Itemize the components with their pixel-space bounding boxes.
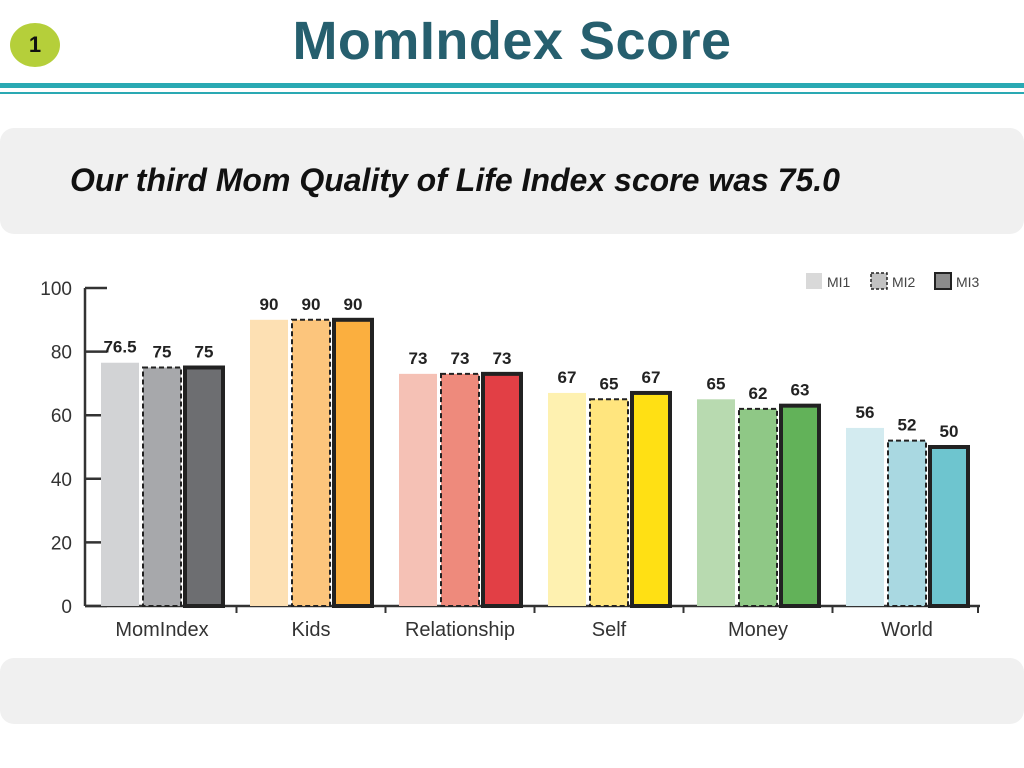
bar-mi2-kids bbox=[291, 318, 331, 608]
data-label: 65 bbox=[600, 374, 619, 393]
data-label: 90 bbox=[344, 295, 363, 314]
title-rule-thin bbox=[0, 92, 1024, 94]
subtitle-band bbox=[0, 128, 1024, 234]
data-label: 65 bbox=[707, 374, 726, 393]
bar-mi2-momindex bbox=[142, 366, 182, 607]
data-label: 76.5 bbox=[103, 338, 136, 357]
data-label: 67 bbox=[642, 368, 661, 387]
legend-swatch-mi3 bbox=[934, 272, 952, 290]
bar-mi1-relationship bbox=[399, 373, 437, 606]
bar-chart: 0 20 40 60 80 100 76.5 75 75 MomIndex 90 90 90 Kids 73… bbox=[40, 272, 980, 641]
bar-mi1-money bbox=[697, 399, 735, 606]
bar-mi3-self bbox=[630, 390, 672, 608]
bar-mi2-world bbox=[887, 439, 927, 607]
bar-mi1-world bbox=[846, 427, 884, 606]
legend-swatch-mi2 bbox=[870, 272, 888, 290]
data-label: 75 bbox=[153, 343, 172, 362]
footer-band bbox=[0, 658, 1024, 724]
data-label: 73 bbox=[493, 349, 512, 368]
data-label: 90 bbox=[260, 295, 279, 314]
y-tick-label: 20 bbox=[51, 533, 72, 554]
y-tick-label: 0 bbox=[61, 597, 72, 618]
bar-mi3-money bbox=[779, 403, 821, 608]
x-tick-label: MomIndex bbox=[115, 619, 208, 641]
bar-mi2-relationship bbox=[440, 372, 480, 607]
y-tick-label: 100 bbox=[40, 279, 72, 300]
data-label: 67 bbox=[558, 368, 577, 387]
bar-mi2-money bbox=[738, 407, 778, 607]
slide-title: MomIndex Score bbox=[292, 11, 732, 71]
data-label: 52 bbox=[898, 416, 917, 435]
bar-mi3-kids bbox=[332, 317, 374, 609]
bar-mi3-world bbox=[928, 445, 970, 608]
bar-mi2-self bbox=[589, 398, 629, 607]
bar-mi1-kids bbox=[250, 319, 288, 606]
x-tick-label: Money bbox=[728, 619, 788, 641]
x-tick-label: World bbox=[881, 619, 933, 641]
data-label: 62 bbox=[749, 384, 768, 403]
data-label: 73 bbox=[409, 349, 428, 368]
data-label: 75 bbox=[195, 343, 214, 362]
y-tick-label: 60 bbox=[51, 406, 72, 427]
x-tick-label: Relationship bbox=[405, 619, 515, 641]
y-tick-label: 80 bbox=[51, 343, 72, 364]
legend-label-mi1: MI1 bbox=[827, 274, 851, 290]
bar-mi3-momindex bbox=[183, 365, 225, 608]
data-label: 90 bbox=[302, 295, 321, 314]
data-label: 73 bbox=[451, 349, 470, 368]
slide-subtitle: Our third Mom Quality of Life Index scor… bbox=[70, 162, 840, 198]
legend-swatch-mi1 bbox=[806, 273, 822, 289]
x-tick-label: Self bbox=[592, 619, 627, 641]
bar-mi1-self bbox=[548, 392, 586, 606]
data-label: 56 bbox=[856, 403, 875, 422]
bar-mi3-relationship bbox=[481, 371, 523, 608]
data-label: 50 bbox=[940, 422, 959, 441]
slide-number-badge: 1 bbox=[10, 23, 60, 67]
x-tick-label: Kids bbox=[292, 619, 331, 641]
data-label: 63 bbox=[791, 381, 810, 400]
y-tick-label: 40 bbox=[51, 470, 72, 491]
title-rule-thick bbox=[0, 83, 1024, 88]
bar-mi1-momindex bbox=[101, 362, 139, 606]
legend-label-mi2: MI2 bbox=[892, 274, 916, 290]
legend-label-mi3: MI3 bbox=[956, 274, 980, 290]
